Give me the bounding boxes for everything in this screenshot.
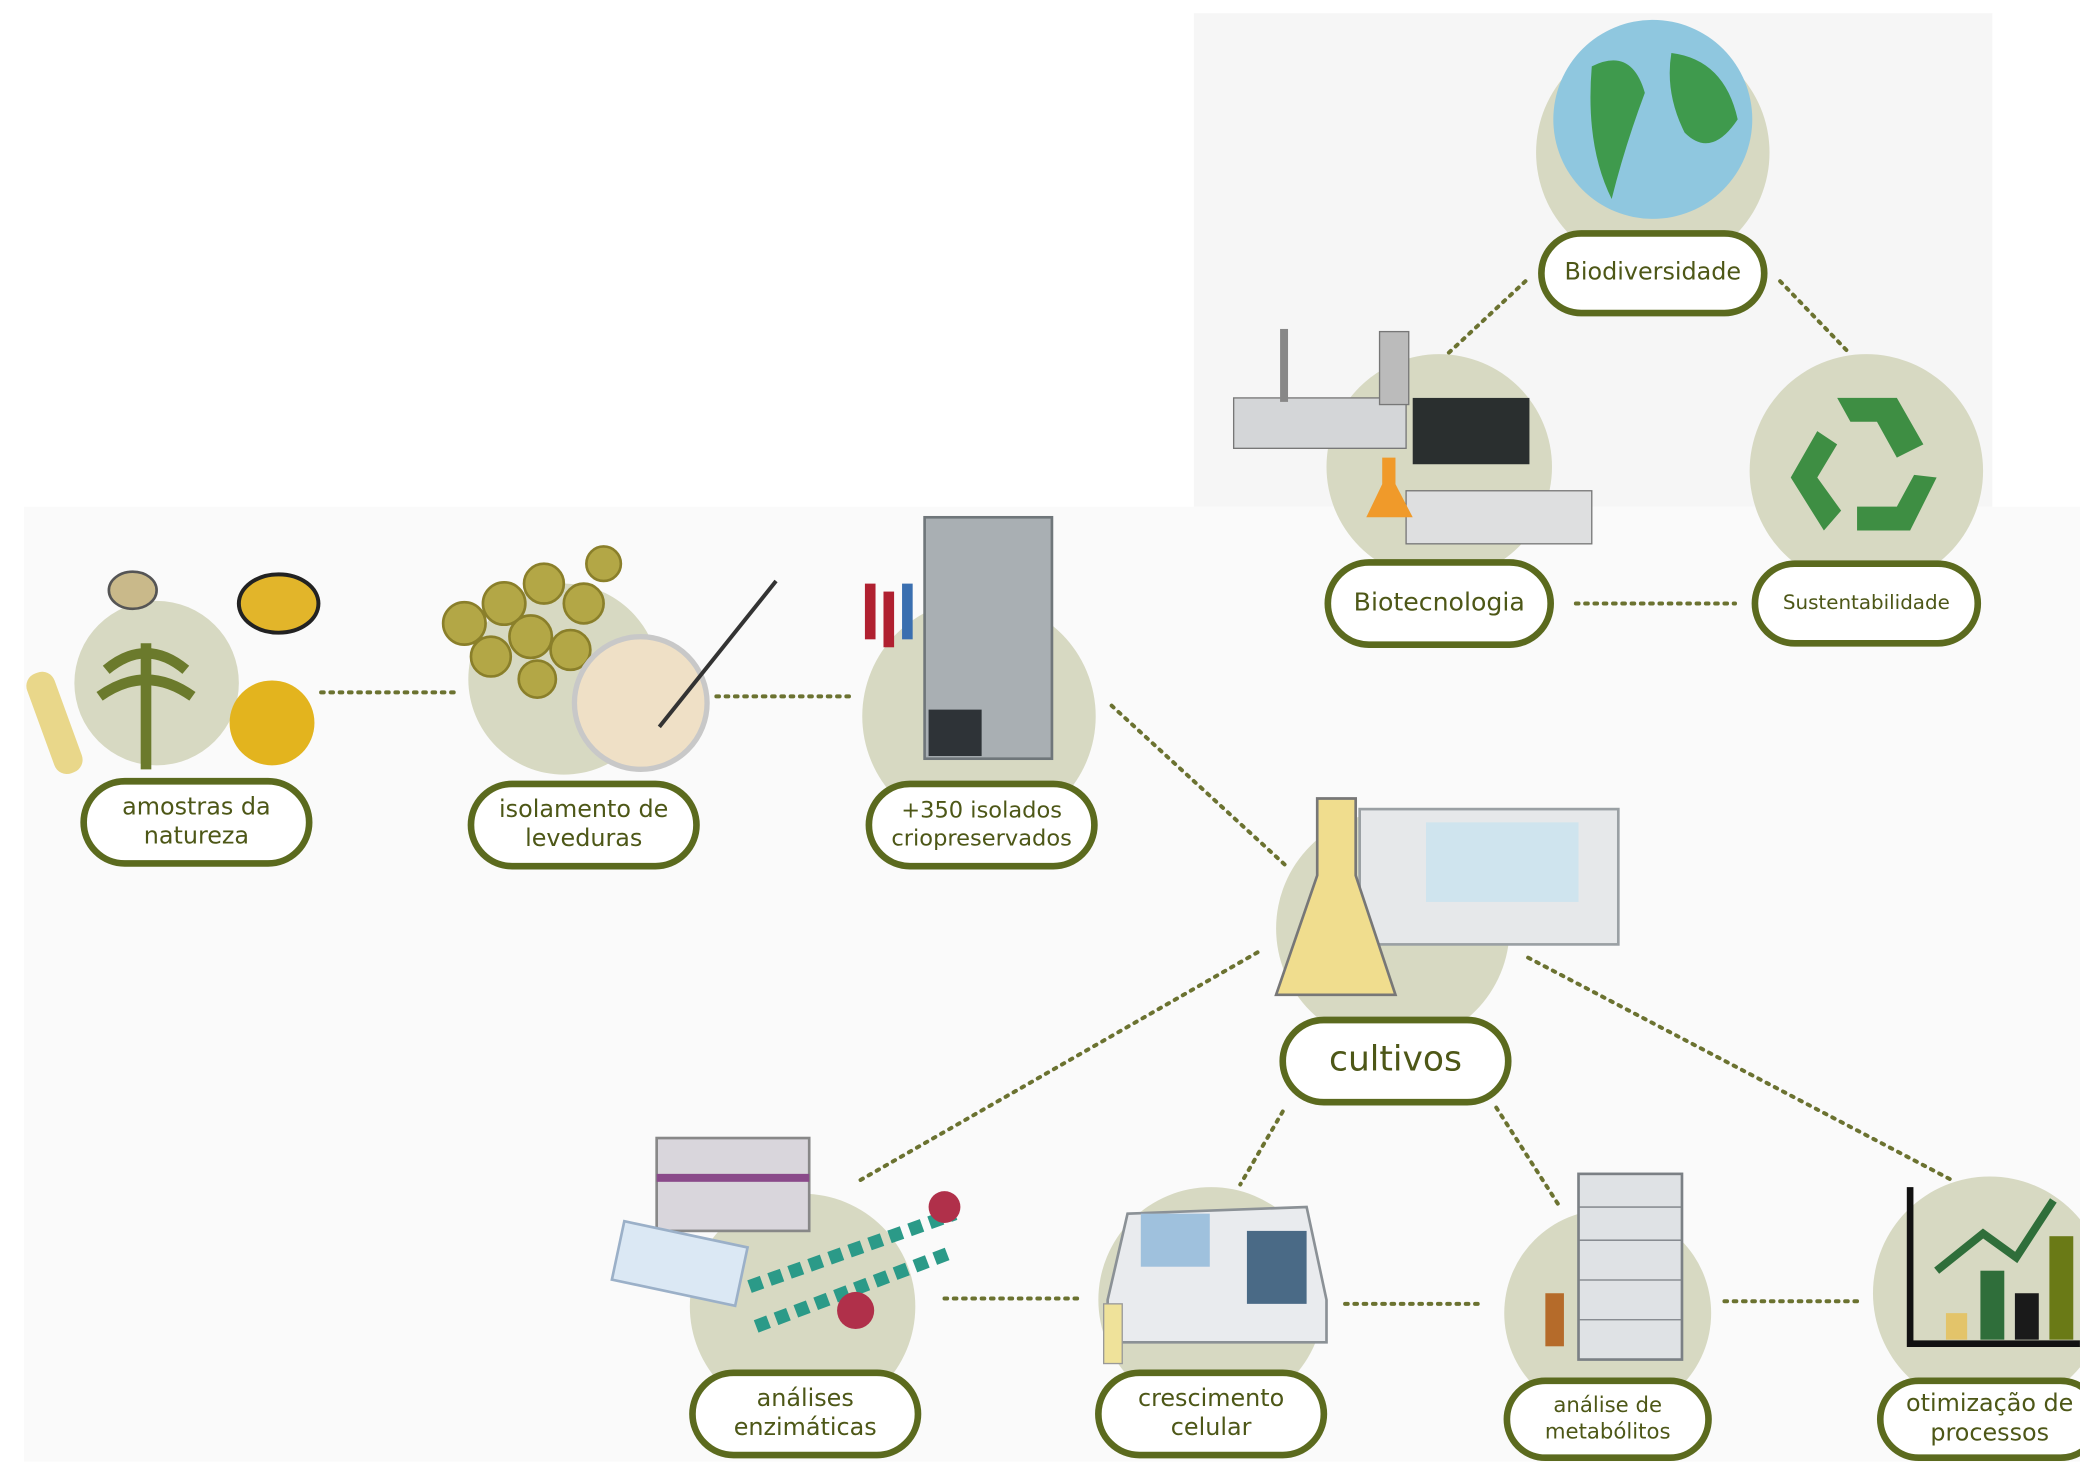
label-text: enzimáticas <box>734 1413 877 1441</box>
hplc-icon <box>1579 1174 1682 1360</box>
node-label: Biodiversidade <box>1541 233 1764 313</box>
label-text: cultivos <box>1329 1040 1462 1080</box>
spectro-lid <box>1247 1231 1307 1304</box>
bench-icon <box>1406 491 1592 544</box>
factory-icon <box>1234 398 1406 448</box>
enzyme-icon <box>929 1191 961 1223</box>
label-text: otimização de <box>1906 1389 2073 1417</box>
node-label: Biotecnologia <box>1328 562 1551 644</box>
diagram: amostras danatureza isolamento delevedura… <box>0 0 2080 1467</box>
node-label: Sustentabilidade <box>1755 564 1978 644</box>
chimney-icon <box>1280 329 1288 402</box>
beetle-icon <box>109 572 157 609</box>
label-text: +350 isolados <box>901 798 1062 824</box>
label-text: amostras da <box>122 792 270 820</box>
chart-bar-icon <box>1980 1271 2004 1340</box>
label-text: análise de <box>1553 1393 1662 1418</box>
tube-icon <box>883 592 894 648</box>
label-text: Biotecnologia <box>1354 588 1525 617</box>
reader-icon <box>657 1138 810 1231</box>
tube-icon <box>902 584 913 640</box>
board-icon <box>1413 398 1530 464</box>
label-text: Biodiversidade <box>1564 258 1741 286</box>
incubator-window <box>1426 822 1579 902</box>
reader-stripe <box>657 1174 810 1182</box>
label-text: leveduras <box>525 824 642 852</box>
petri-icon <box>574 637 707 770</box>
label-text: isolamento de <box>499 795 668 823</box>
tower-icon <box>1380 332 1409 405</box>
label-text: Sustentabilidade <box>1783 591 1950 614</box>
enzyme-icon <box>837 1292 874 1329</box>
label-text: processos <box>1930 1418 2049 1446</box>
spectro-screen <box>1141 1214 1210 1267</box>
bee-icon <box>239 574 319 632</box>
node-backdrop <box>1750 354 1983 587</box>
label-text: celular <box>1171 1413 1252 1441</box>
chart-bar-icon <box>1946 1313 1967 1340</box>
tube-icon <box>865 584 876 640</box>
flower-icon <box>230 680 315 765</box>
freezer-vent <box>929 710 982 756</box>
chart-bar-icon <box>2049 1236 2073 1339</box>
cuvette-icon <box>1104 1304 1123 1364</box>
label-text: metabólitos <box>1545 1420 1671 1445</box>
chart-bar-icon <box>2015 1293 2039 1339</box>
vial-icon <box>1545 1293 1564 1346</box>
label-text: crescimento <box>1138 1384 1284 1412</box>
node-backdrop <box>1327 354 1552 579</box>
label-text: natureza <box>144 821 249 849</box>
label-text: criopreservados <box>891 825 1071 851</box>
node-label: cultivos <box>1283 1020 1508 1102</box>
label-text: análises <box>757 1384 854 1412</box>
